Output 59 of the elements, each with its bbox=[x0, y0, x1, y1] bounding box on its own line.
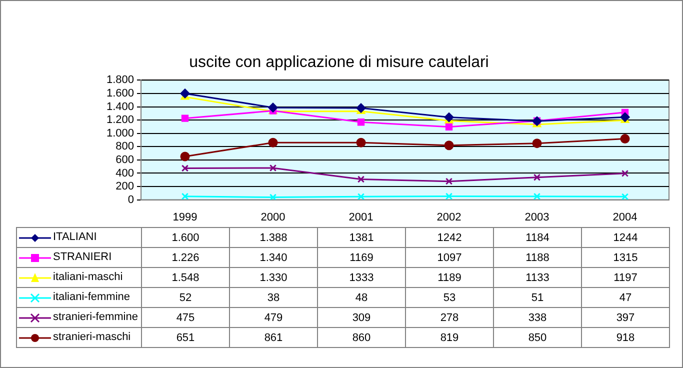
data-label: 1.340 bbox=[230, 248, 318, 268]
x-tick-label: 2001 bbox=[348, 211, 374, 224]
data-label: 1133 bbox=[494, 268, 582, 288]
data-label: 52 bbox=[142, 288, 230, 308]
data-label: 819 bbox=[406, 328, 494, 348]
legend-label: ITALIANI bbox=[53, 231, 97, 244]
y-tick-label: 400 bbox=[116, 167, 134, 180]
x-tick-label: 1999 bbox=[172, 211, 198, 224]
x-tick-label: 2004 bbox=[612, 211, 638, 224]
x-tick-label: 2003 bbox=[524, 211, 550, 224]
data-label: 1197 bbox=[582, 268, 670, 288]
y-tick-label: 1.600 bbox=[106, 88, 134, 100]
legend-label: stranieri-maschi bbox=[53, 331, 131, 344]
data-label: 1.388 bbox=[230, 228, 318, 248]
data-label: 918 bbox=[582, 328, 670, 348]
y-tick-label: 200 bbox=[116, 180, 134, 193]
data-label: 1189 bbox=[406, 268, 494, 288]
y-tick-label: 1.400 bbox=[106, 100, 134, 113]
y-tick-label: 1.000 bbox=[106, 127, 134, 140]
data-label: 850 bbox=[494, 328, 582, 348]
data-label: 475 bbox=[142, 308, 230, 328]
data-label: 861 bbox=[230, 328, 318, 348]
data-label: 1315 bbox=[582, 248, 670, 268]
x-tick-label: 2000 bbox=[260, 211, 286, 224]
y-tick-label: 1.800 bbox=[106, 74, 134, 86]
data-label: 1381 bbox=[318, 228, 406, 248]
data-label: 1188 bbox=[494, 248, 582, 268]
data-label: 48 bbox=[318, 288, 406, 308]
y-tick-label: 800 bbox=[116, 140, 134, 153]
data-label: 651 bbox=[142, 328, 230, 348]
data-label: 1242 bbox=[406, 228, 494, 248]
y-tick-label: 600 bbox=[116, 154, 134, 166]
data-label: 1333 bbox=[318, 268, 406, 288]
chart-title: uscite con applicazione di misure cautelari bbox=[189, 54, 489, 72]
data-label: 1097 bbox=[406, 248, 494, 268]
y-tick-label: 1.200 bbox=[106, 114, 134, 126]
x-tick-label: 2002 bbox=[436, 211, 462, 224]
data-label: 1.600 bbox=[142, 228, 230, 248]
data-label: 397 bbox=[582, 308, 670, 328]
data-label: 479 bbox=[230, 308, 318, 328]
data-label: 1.330 bbox=[230, 268, 318, 288]
data-label: 309 bbox=[318, 308, 406, 328]
legend-label: italiani-femmine bbox=[53, 291, 130, 304]
legend-label: italiani-maschi bbox=[53, 271, 123, 284]
legend-label: STRANIERI bbox=[53, 251, 112, 264]
data-label: 47 bbox=[582, 288, 670, 308]
data-label: 1184 bbox=[494, 228, 582, 248]
data-label: 1.226 bbox=[142, 248, 230, 268]
data-label: 51 bbox=[494, 288, 582, 308]
data-label: 38 bbox=[230, 288, 318, 308]
data-label: 1.548 bbox=[142, 268, 230, 288]
y-tick-label: 0 bbox=[128, 194, 134, 206]
data-label: 1244 bbox=[582, 228, 670, 248]
data-label: 1169 bbox=[318, 248, 406, 268]
legend-label: stranieri-femmine bbox=[53, 311, 138, 324]
data-label: 53 bbox=[406, 288, 494, 308]
data-label: 860 bbox=[318, 328, 406, 348]
data-label: 338 bbox=[494, 308, 582, 328]
data-label: 278 bbox=[406, 308, 494, 328]
